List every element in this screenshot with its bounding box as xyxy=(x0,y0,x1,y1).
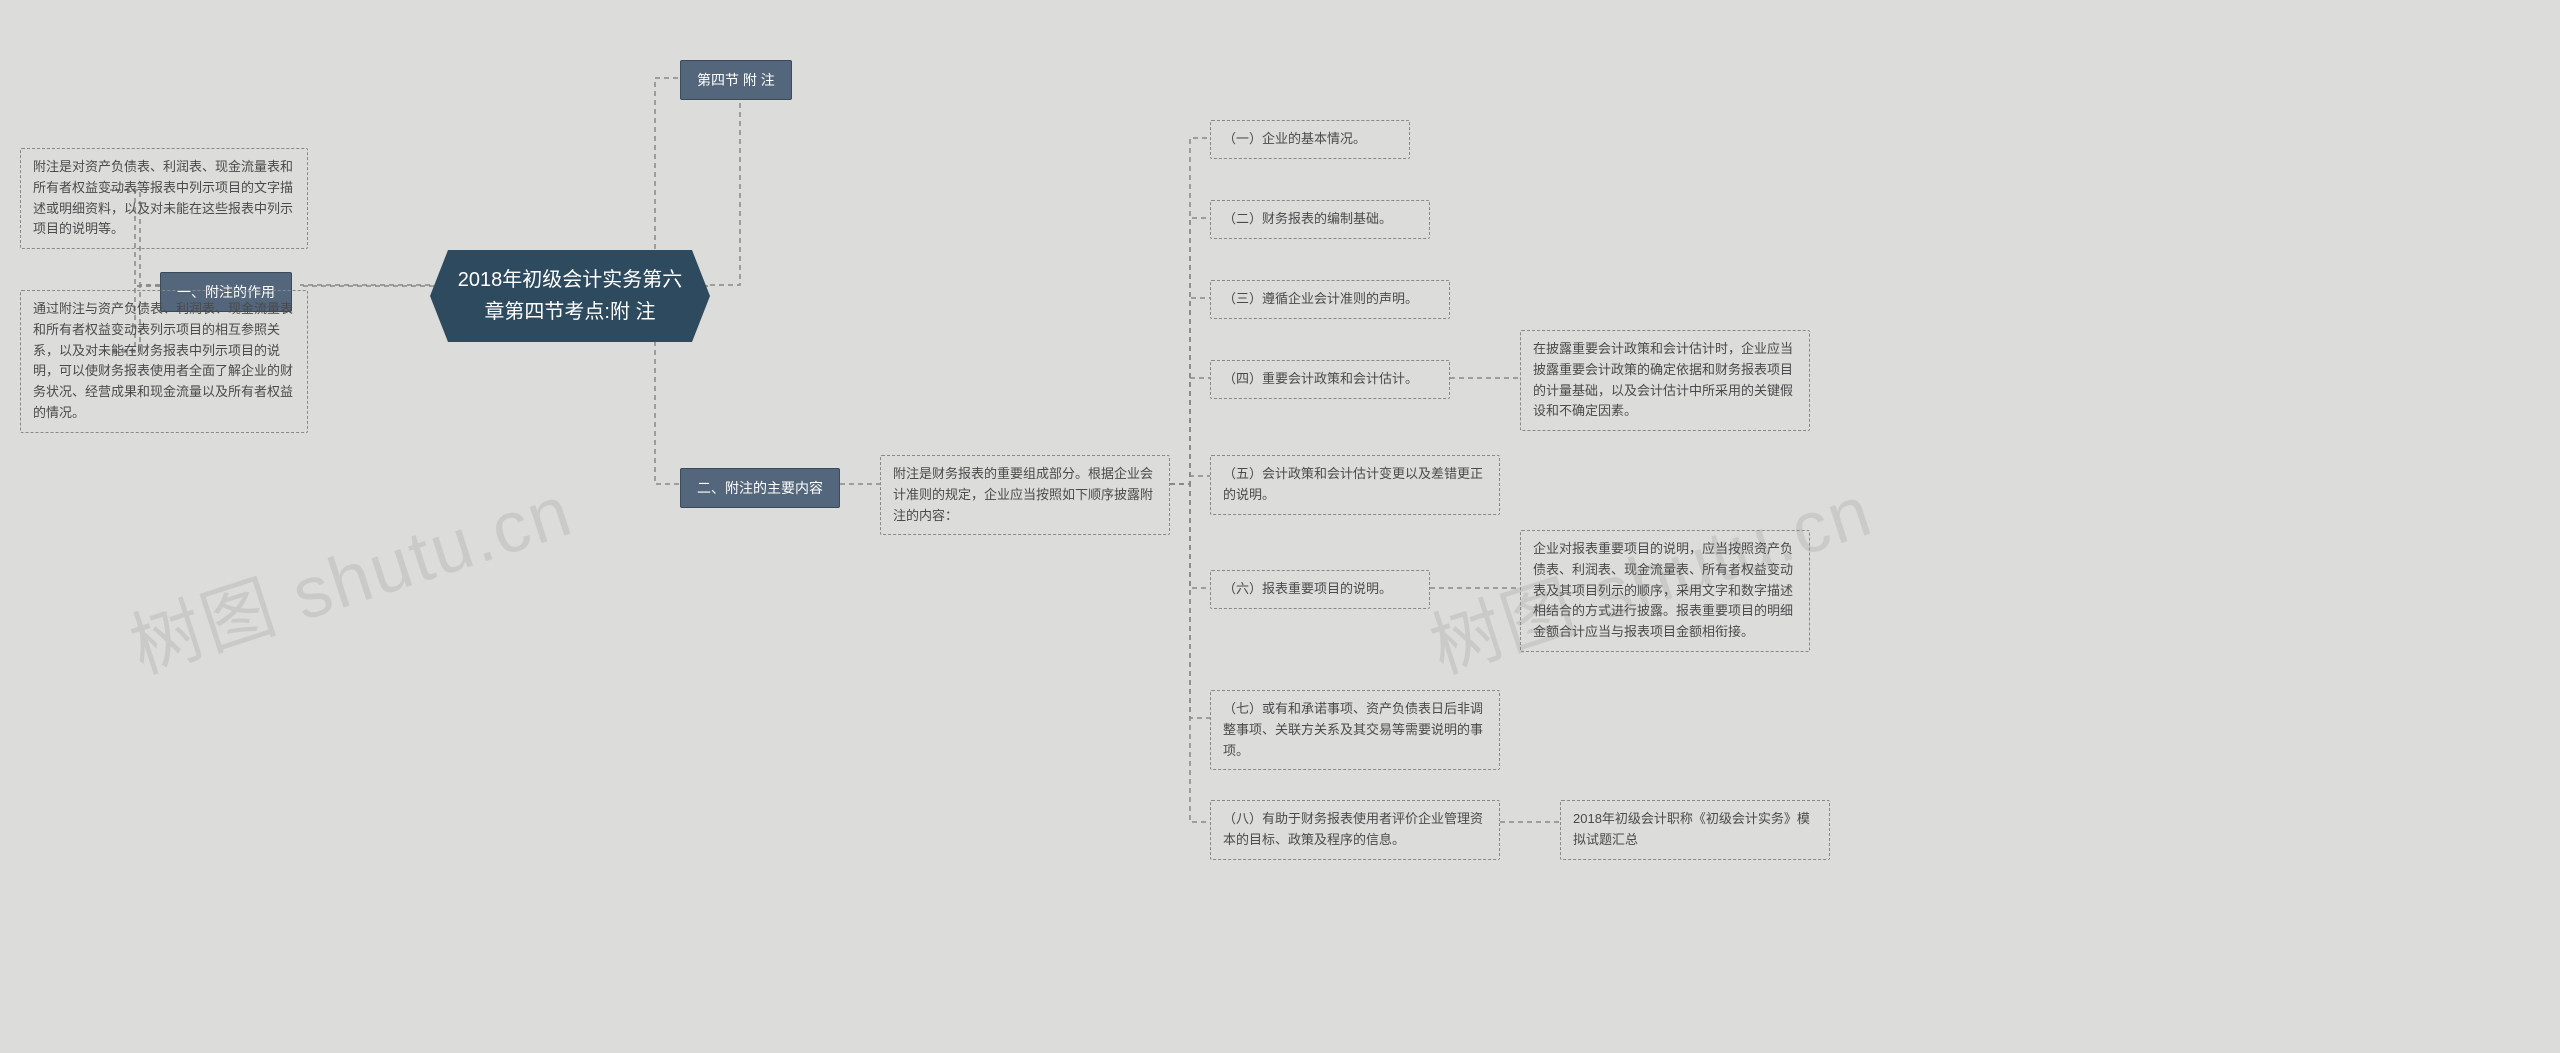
node-content-desc: 附注是财务报表的重要组成部分。根据企业会计准则的规定，企业应当按照如下顺序披露附… xyxy=(880,455,1170,535)
node-left-child-1: 附注是对资产负债表、利润表、现金流量表和所有者权益变动表等报表中列示项目的文字描… xyxy=(20,148,308,249)
root-line2: 章第四节考点:附 注 xyxy=(454,296,686,328)
node-left-child-2: 通过附注与资产负债表、利润表、现金流量表和所有者权益变动表列示项目的相互参照关系… xyxy=(20,290,308,433)
node-item-1: （一）企业的基本情况。 xyxy=(1210,120,1410,159)
node-item-8: （八）有助于财务报表使用者评价企业管理资本的目标、政策及程序的信息。 xyxy=(1210,800,1500,860)
root-node: 2018年初级会计实务第六 章第四节考点:附 注 xyxy=(430,250,710,342)
node-item-5: （五）会计政策和会计估计变更以及差错更正的说明。 xyxy=(1210,455,1500,515)
node-item-7: （七）或有和承诺事项、资产负债表日后非调整事项、关联方关系及其交易等需要说明的事… xyxy=(1210,690,1500,770)
node-main-content: 二、附注的主要内容 xyxy=(680,468,840,508)
node-item-2: （二）财务报表的编制基础。 xyxy=(1210,200,1430,239)
watermark-1: 树图 shutu.cn xyxy=(115,452,583,693)
node-item-6-child: 企业对报表重要项目的说明，应当按照资产负债表、利润表、现金流量表、所有者权益变动… xyxy=(1520,530,1810,652)
node-item-4: （四）重要会计政策和会计估计。 xyxy=(1210,360,1450,399)
node-item-8-child: 2018年初级会计职称《初级会计实务》模拟试题汇总 xyxy=(1560,800,1830,860)
node-item-6: （六）报表重要项目的说明。 xyxy=(1210,570,1430,609)
node-item-4-child: 在披露重要会计政策和会计估计时，企业应当披露重要会计政策的确定依据和财务报表项目… xyxy=(1520,330,1810,431)
node-item-3: （三）遵循企业会计准则的声明。 xyxy=(1210,280,1450,319)
root-line1: 2018年初级会计实务第六 xyxy=(454,264,686,296)
node-section4: 第四节 附 注 xyxy=(680,60,792,100)
